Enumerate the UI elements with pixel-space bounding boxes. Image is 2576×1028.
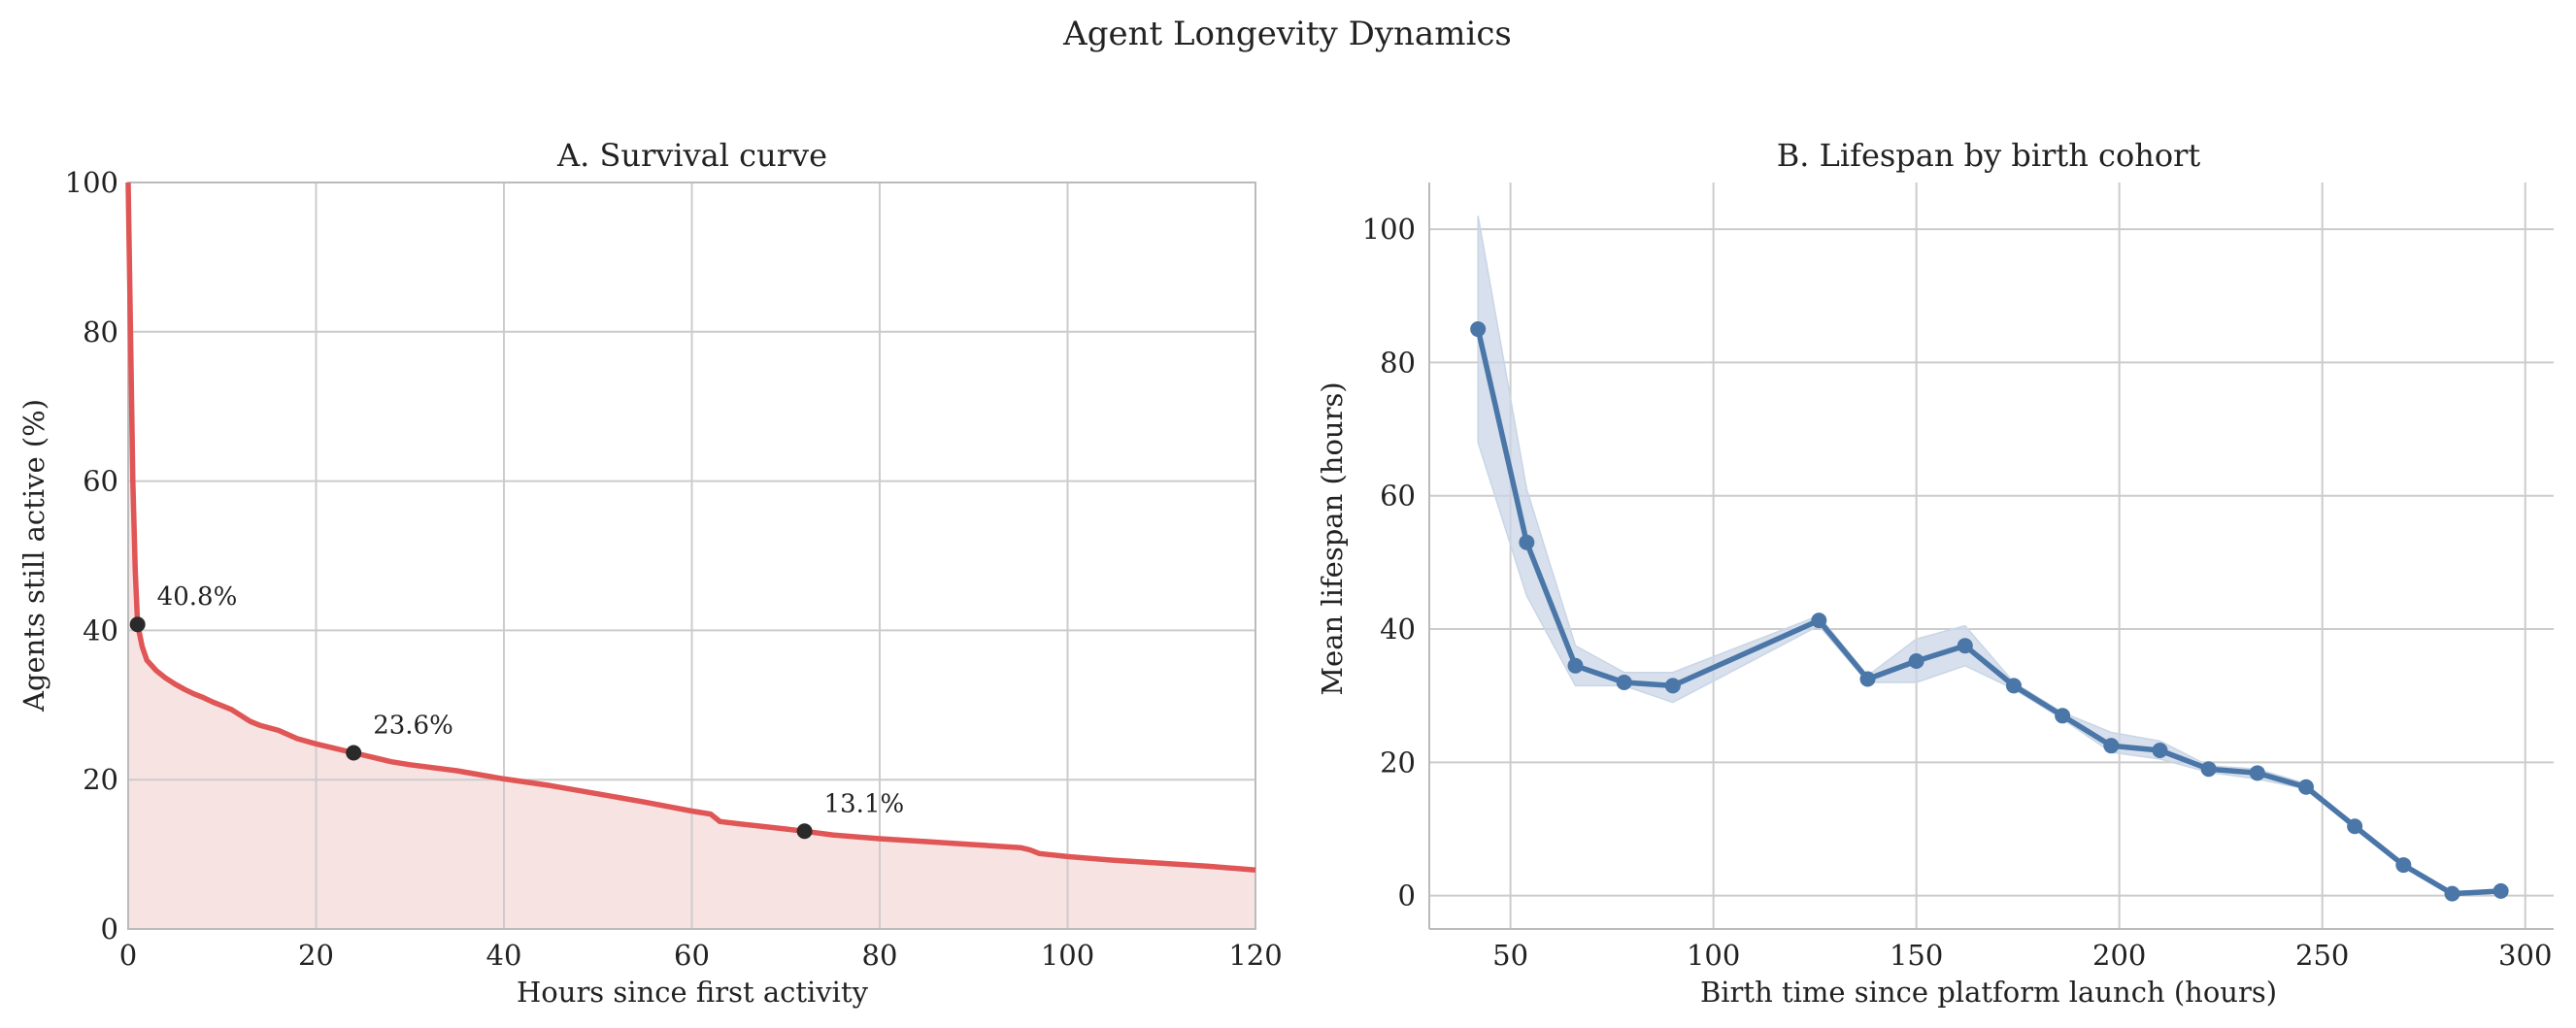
chart-a-x-tick-label: 0 [119, 939, 137, 972]
cohort-chart: B. Lifespan by birth cohort Birth time s… [1316, 137, 2554, 1009]
chart-a-x-tick-label: 60 [674, 939, 710, 972]
survival-milestone-label: 23.6% [373, 712, 453, 741]
chart-b-y-tick-label: 0 [1398, 879, 1416, 912]
survival-chart: A. Survival curve Hours since first acti… [17, 137, 1283, 1009]
chart-a-x-tick-label: 20 [298, 939, 334, 972]
cohort-point [2492, 882, 2509, 899]
chart-b-ylabel: Mean lifespan (hours) [1316, 381, 1349, 695]
chart-a-x-tick-label: 40 [486, 939, 522, 972]
cohort-point [2249, 765, 2265, 781]
survival-milestone-label: 40.8% [157, 582, 238, 612]
chart-b-y-tick-label: 80 [1380, 346, 1416, 379]
cohort-point [1664, 678, 1681, 694]
chart-b-y-tick-label: 100 [1362, 213, 1416, 246]
cohort-point [2055, 708, 2071, 724]
cohort-point [2152, 742, 2168, 758]
chart-b-y-tick-label: 20 [1380, 746, 1416, 779]
cohort-point [1519, 534, 1535, 550]
chart-b-x-tick-label: 50 [1492, 939, 1528, 972]
chart-a-x-tick-label: 80 [862, 939, 898, 972]
chart-b-y-tick-label: 60 [1380, 480, 1416, 513]
chart-b-xlabel: Birth time since platform launch (hours) [1700, 976, 2277, 1009]
chart-a-frame [127, 182, 1256, 930]
chart-a-y-tick-label: 100 [65, 166, 118, 199]
cohort-point [1470, 321, 1487, 338]
cohort-point [2005, 678, 2022, 694]
chart-b-y-tick-label: 40 [1380, 613, 1416, 646]
survival-milestone-point [796, 823, 813, 840]
chart-a-ylabel: Agents still active (%) [17, 399, 50, 713]
chart-b-title: B. Lifespan by birth cohort [1777, 137, 2201, 174]
figure-title: Agent Longevity Dynamics [1062, 15, 1512, 53]
chart-a-y-tick-label: 60 [83, 465, 118, 498]
cohort-point [2395, 857, 2412, 874]
cohort-point [2103, 738, 2120, 754]
cohort-point [1616, 674, 1632, 690]
cohort-point [1859, 671, 1876, 687]
chart-a-y-tick-label: 0 [101, 912, 118, 945]
chart-b-x-tick-label: 100 [1687, 939, 1740, 972]
chart-b-x-tick-label: 150 [1890, 939, 1943, 972]
cohort-point [2347, 818, 2363, 835]
survival-milestone-point [346, 745, 362, 761]
chart-a-title: A. Survival curve [556, 137, 827, 174]
cohort-mean-line [1475, 328, 2501, 897]
cohort-point [2297, 779, 2314, 795]
chart-a-y-tick-label: 80 [83, 315, 118, 348]
cohort-point [1908, 652, 1924, 669]
cohort-point [2200, 761, 2217, 778]
chart-b-x-tick-label: 250 [2295, 939, 2349, 972]
chart-b-x-tick-label: 200 [2092, 939, 2146, 972]
survival-milestone-label: 13.1% [824, 789, 905, 818]
chart-a-x-tick-label: 120 [1228, 939, 1282, 972]
chart-b-x-tick-label: 300 [2498, 939, 2552, 972]
cohort-point [2444, 885, 2460, 902]
chart-a-y-tick-label: 20 [83, 763, 118, 796]
cohort-confidence-band [1477, 216, 2502, 896]
chart-a-x-tick-label: 100 [1041, 939, 1094, 972]
survival-area-fill [128, 182, 1255, 929]
cohort-point [1957, 638, 1973, 654]
survival-milestone-point [129, 616, 146, 633]
survival-line [125, 182, 1256, 873]
cohort-point [1567, 657, 1584, 674]
cohort-point [1811, 613, 1827, 629]
chart-a-xlabel: Hours since first activity [517, 976, 869, 1009]
chart-a-y-tick-label: 40 [83, 613, 118, 647]
